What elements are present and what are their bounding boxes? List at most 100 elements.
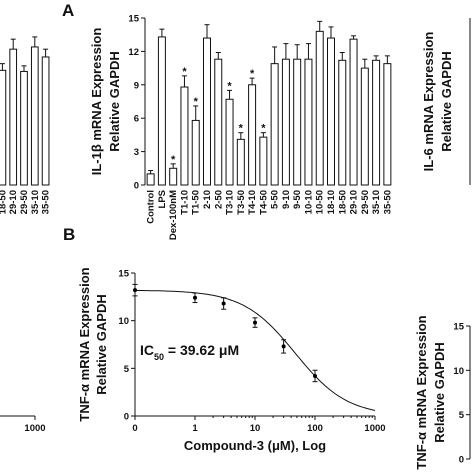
x-tick-label: T3-50 [236, 190, 247, 215]
y-tick-label: 15 [128, 14, 139, 25]
bar [304, 58, 313, 186]
bar [203, 37, 211, 186]
x-tick-label: 29-10 [8, 190, 19, 214]
significance-marker: * [227, 80, 232, 92]
y-axis-label: Relative GAPDH [107, 51, 122, 151]
y-axis-label: TNF-α mRNA Expression [77, 267, 92, 421]
data-point [221, 301, 226, 306]
x-tick-label: 29-50 [360, 190, 371, 214]
y-tick-label: 12 [128, 47, 139, 58]
y-tick-label: 10 [453, 366, 464, 377]
bar [349, 38, 358, 186]
y-tick-label: 15 [118, 269, 129, 280]
x-tick-label: T4-10 [247, 190, 258, 215]
bar [146, 173, 155, 186]
x-tick-label: 10 [250, 423, 261, 434]
bar [20, 70, 28, 186]
bar [360, 67, 369, 186]
bar [259, 136, 268, 186]
panel-label: A [62, 1, 74, 20]
x-tick-label: 5-50 [270, 190, 281, 209]
y-axis-label: Relative GAPDH [439, 51, 454, 151]
x-tick-label: Control [146, 190, 157, 224]
bar [270, 63, 279, 186]
x-tick-label: 35-50 [382, 190, 393, 214]
data-point [253, 320, 257, 325]
x-tick-label: 2-50 [213, 190, 224, 209]
x-tick-label: 35-50 [41, 190, 52, 214]
significance-marker: * [182, 66, 187, 78]
y-tick-label: 5 [459, 410, 465, 421]
bar [327, 37, 335, 186]
y-tick-label: 5 [124, 364, 130, 375]
y-tick-label: 0 [459, 455, 464, 466]
data-point [193, 295, 197, 300]
annotation: IC50 = 39.62 μM [140, 342, 239, 362]
x-tick-label: 29-10 [349, 190, 360, 214]
x-tick-label: 10-10 [303, 190, 314, 214]
bar [0, 69, 7, 186]
x-tick-label: Dex-100nM [168, 190, 179, 240]
significance-marker: * [171, 154, 176, 166]
y-tick-label: 10 [118, 316, 129, 327]
annotation-part: = 39.62 μM [164, 342, 239, 358]
bar [214, 58, 223, 186]
x-tick-label: T1-50 [191, 190, 202, 215]
x-tick-label: 1000 [364, 423, 385, 434]
x-tick-label: T3-10 [225, 190, 236, 215]
x-tick-label: 18-50 [0, 190, 8, 214]
x-tick-label: 9-10 [281, 190, 292, 209]
bar [236, 138, 245, 186]
x-tick-label: 0 [132, 423, 137, 434]
x-axis-label: Compound-3 (μM), Log [184, 438, 326, 453]
y-axis-label: TNF-α mRNA Expression [414, 315, 429, 469]
data-point [133, 288, 137, 293]
y-tick-label: 15 [453, 322, 464, 333]
annotation-part: 50 [154, 352, 164, 362]
bar [9, 48, 18, 186]
bar [157, 36, 166, 186]
x-tick-label: 1 [192, 423, 198, 434]
bar [315, 30, 324, 186]
bar [225, 98, 234, 186]
x-tick-label: 2-10 [202, 190, 213, 209]
annotation-part: IC [140, 342, 154, 358]
x-tick-label: 18-50 [337, 190, 348, 214]
significance-marker: * [194, 96, 199, 108]
bar [41, 56, 50, 186]
data-point [281, 344, 286, 349]
bar [338, 59, 347, 186]
bar [30, 46, 39, 186]
panel-label: B [63, 225, 75, 244]
fit-curve [134, 289, 376, 411]
x-tick-label: 35-10 [371, 190, 382, 214]
bar [293, 58, 302, 186]
y-axis-label: IL-1β mRNA Expression [89, 28, 104, 176]
bar [383, 63, 392, 186]
x-tick-label: 10-50 [315, 190, 326, 214]
y-tick-label: 0 [124, 412, 129, 423]
significance-marker: * [250, 68, 255, 80]
bar [372, 59, 381, 186]
bar [169, 167, 178, 186]
y-tick-label: 0 [134, 181, 139, 192]
x-tick-label: T1-10 [179, 190, 190, 215]
data-point [313, 373, 317, 378]
bar [281, 58, 290, 186]
y-axis-label: Relative GAPDH [432, 342, 447, 442]
x-tick-label: 35-10 [30, 190, 41, 214]
y-tick-label: 9 [134, 80, 139, 91]
bar [248, 84, 257, 186]
y-tick-label: 3 [134, 147, 139, 158]
x-tick-label: 18-10 [326, 190, 337, 214]
x-tick-label: 9-50 [292, 190, 303, 209]
y-axis-label: Relative GAPDH [94, 294, 109, 394]
x-tick-label: LPS [157, 190, 168, 208]
x-tick-label: 100 [307, 423, 323, 434]
x-tick-label: 1000 [24, 423, 45, 434]
bar [180, 86, 189, 186]
y-axis-label: IL-6 mRNA Expression [421, 32, 436, 172]
x-tick-label: 29-50 [19, 190, 30, 214]
